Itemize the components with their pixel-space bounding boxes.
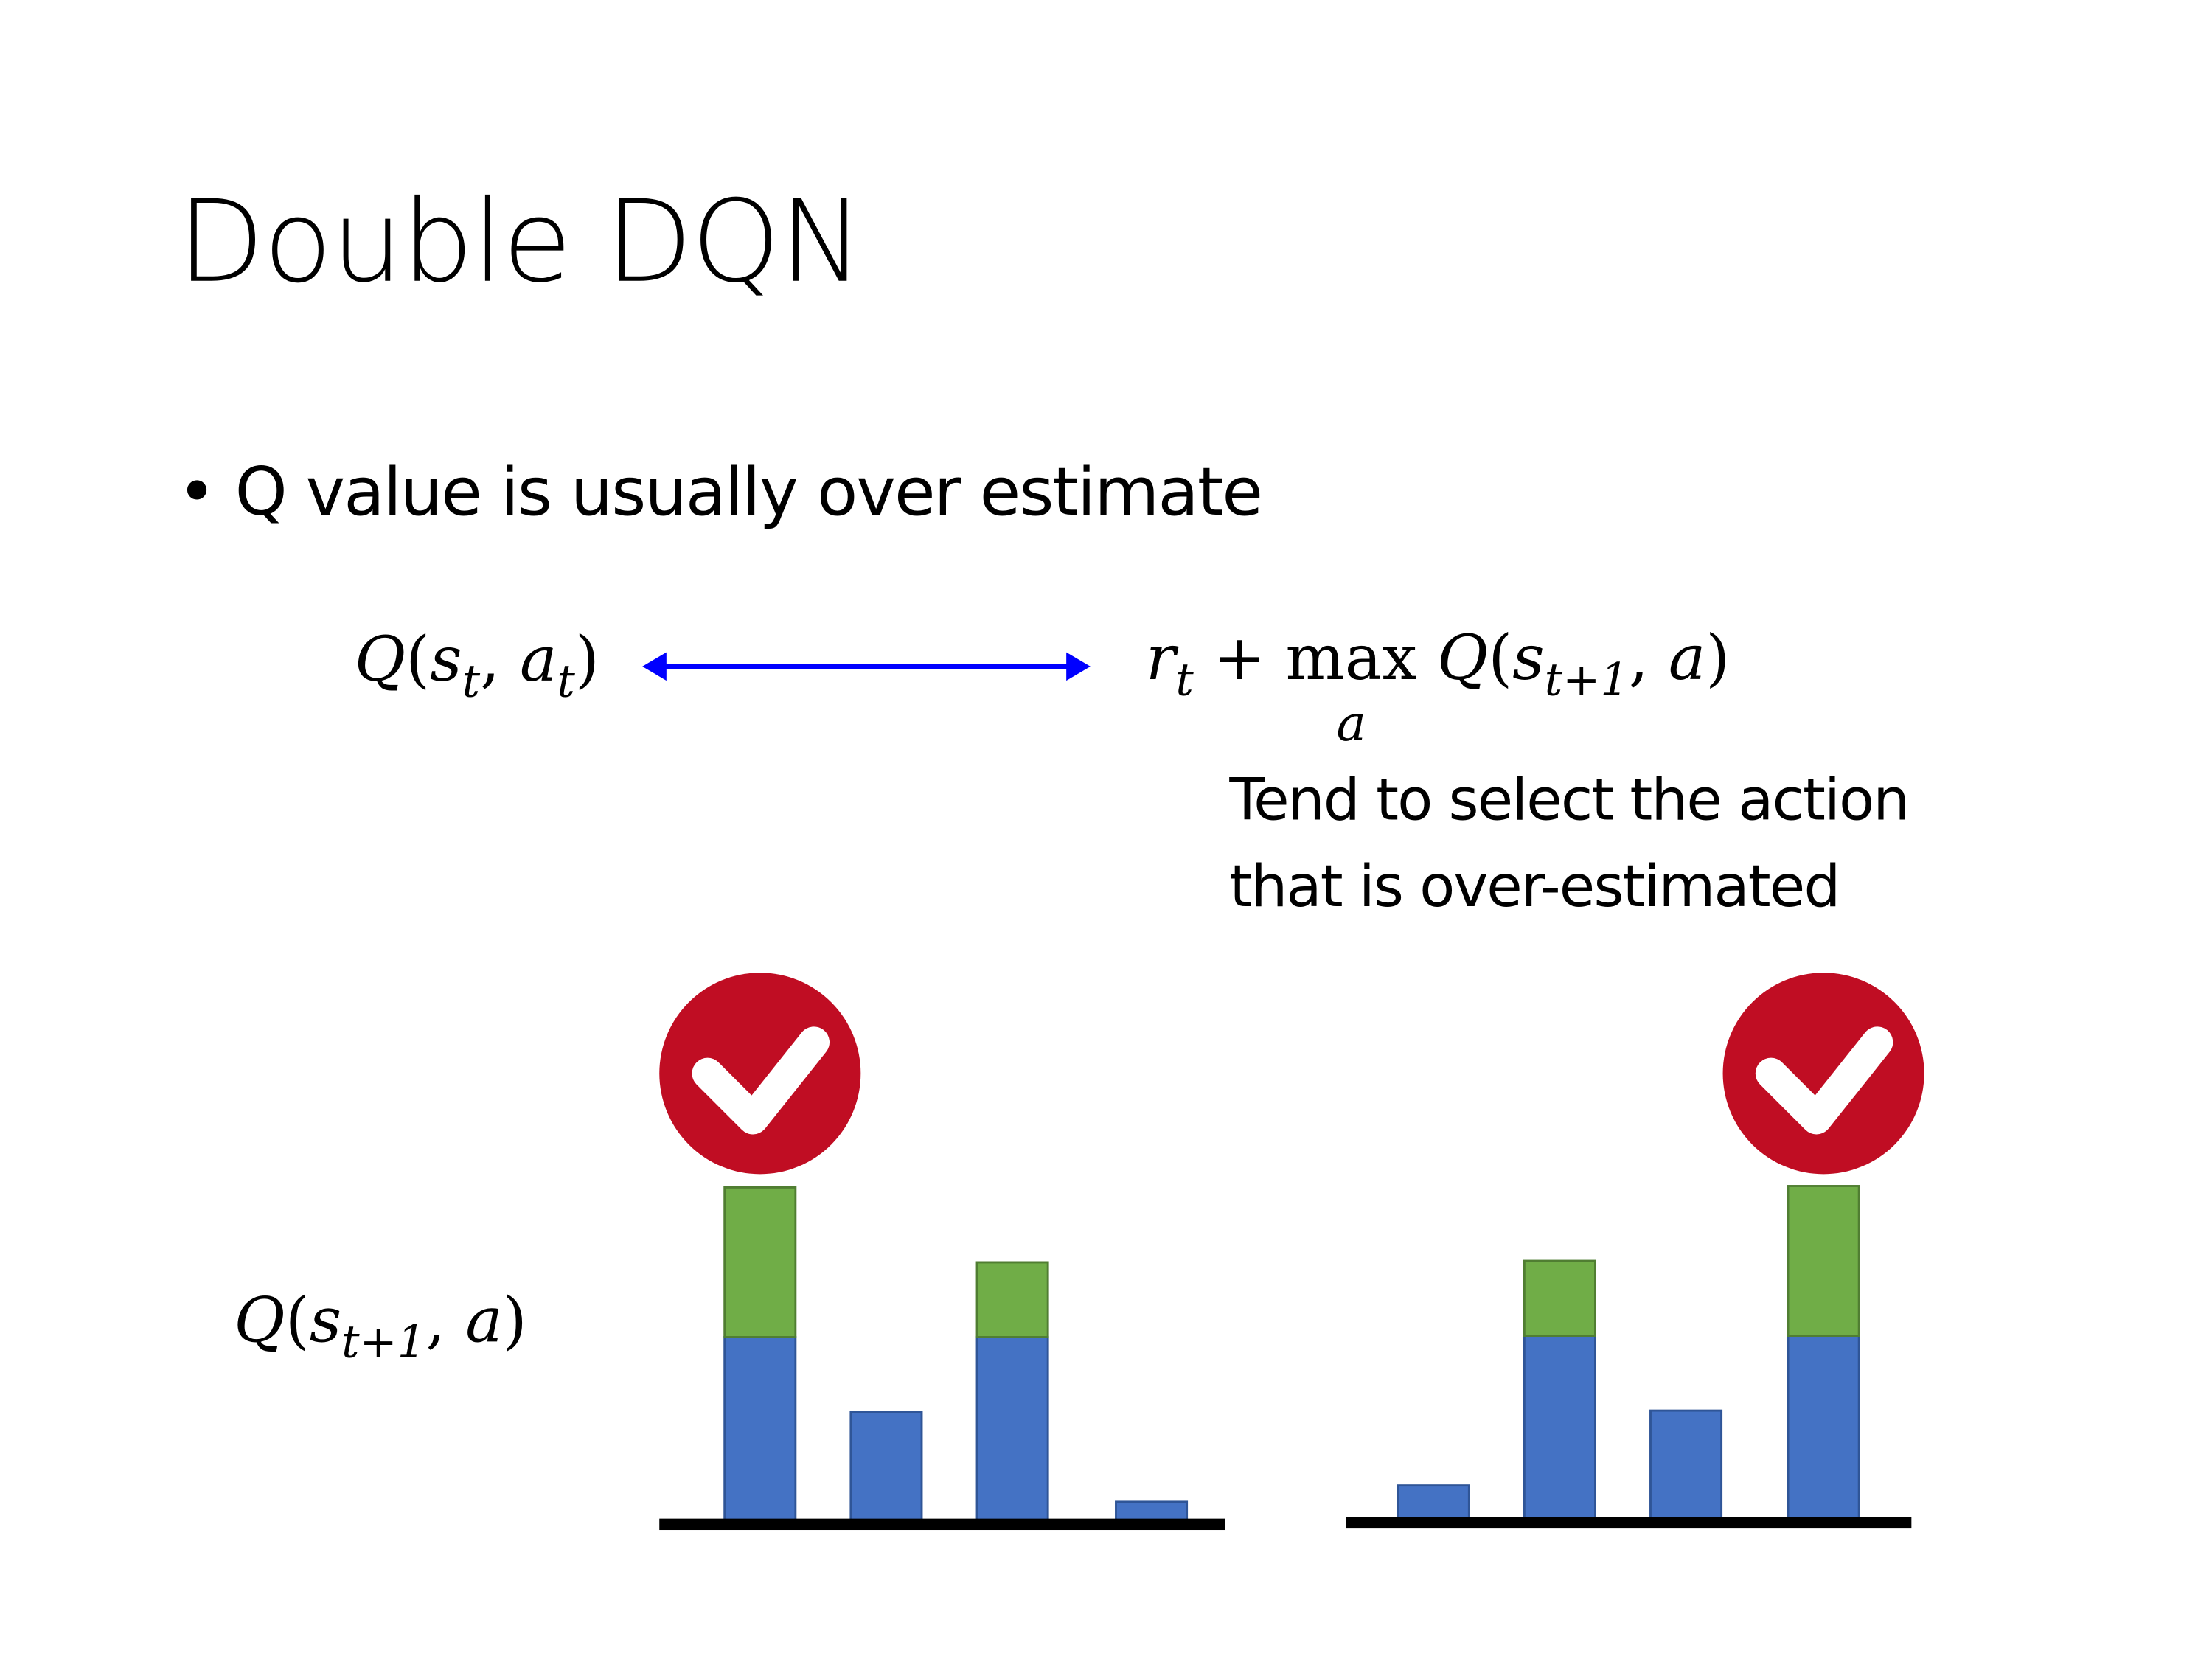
bullet-text: Q value is usually over estimate bbox=[234, 453, 1263, 532]
q-symbol: Q bbox=[1436, 622, 1489, 695]
state-symbol: s bbox=[309, 1284, 342, 1357]
bar-q-value-a2 bbox=[849, 1411, 923, 1526]
state-symbol: s bbox=[1512, 622, 1545, 695]
note-line-1: Tend to select the action bbox=[1229, 765, 1910, 834]
action-symbol: a bbox=[465, 1284, 503, 1357]
double-arrow bbox=[642, 652, 1091, 681]
bar-q-value-a3 bbox=[1649, 1409, 1723, 1524]
slide-title: Double DQN bbox=[177, 175, 863, 308]
bar-q-value-a3 bbox=[975, 1336, 1049, 1526]
note-line-2: that is over-estimated bbox=[1229, 852, 1840, 921]
action-symbol: a bbox=[1668, 622, 1706, 695]
subscript: t+1 bbox=[1544, 655, 1630, 706]
max-text: max bbox=[1285, 622, 1417, 695]
max-subscript: a bbox=[1336, 694, 1366, 753]
plus: + bbox=[1193, 622, 1286, 695]
bar-q-value-a2 bbox=[1523, 1335, 1596, 1524]
comma: , bbox=[1629, 622, 1649, 695]
state-symbol: s bbox=[430, 624, 462, 697]
bar-q-value-a4 bbox=[1787, 1335, 1860, 1524]
bullet-item: • Q value is usually over estimate bbox=[177, 453, 1263, 532]
bar-overestimate-a3 bbox=[975, 1261, 1049, 1338]
max-operator: max a bbox=[1285, 622, 1417, 753]
subscript: t bbox=[557, 656, 575, 708]
check-icon-circle bbox=[659, 973, 861, 1175]
check-mark bbox=[692, 1026, 830, 1135]
q-symbol: Q bbox=[354, 624, 406, 697]
bar-overestimate-a1 bbox=[723, 1186, 797, 1338]
check-icon-circle bbox=[1722, 973, 1924, 1175]
comma: , bbox=[425, 1284, 446, 1357]
chart-baseline bbox=[659, 1518, 1225, 1531]
paren: ( bbox=[285, 1284, 310, 1357]
formula-target: rt + max a Q(st+1, a) bbox=[1145, 622, 1731, 753]
q-next-label: Q(st+1, a) bbox=[234, 1284, 526, 1366]
action-symbol: a bbox=[519, 624, 557, 697]
paren: ) bbox=[574, 624, 599, 697]
paren: ( bbox=[1488, 622, 1513, 695]
check-icon bbox=[1722, 973, 1924, 1175]
q-value-chart-2 bbox=[1346, 973, 1924, 1529]
q-symbol: Q bbox=[234, 1284, 285, 1357]
q-value-chart-1 bbox=[659, 973, 1225, 1531]
bullet-marker: • bbox=[177, 453, 216, 532]
paren: ) bbox=[1705, 622, 1731, 695]
reward-symbol: r bbox=[1145, 622, 1176, 695]
subscript: t bbox=[462, 656, 481, 708]
subscript: t+1 bbox=[341, 1317, 426, 1368]
bar-overestimate-a2 bbox=[1523, 1259, 1596, 1338]
subscript: t bbox=[1175, 655, 1194, 706]
comma: , bbox=[480, 624, 501, 697]
bar-overestimate-a4 bbox=[1787, 1185, 1860, 1338]
chart-baseline bbox=[1346, 1517, 1912, 1529]
paren: ) bbox=[502, 1284, 527, 1357]
bar-q-value-a1 bbox=[723, 1336, 797, 1526]
paren: ( bbox=[406, 624, 431, 697]
check-mark bbox=[1755, 1026, 1893, 1135]
arrow-head-right bbox=[1066, 652, 1091, 681]
arrow-head-left bbox=[642, 652, 667, 681]
formula-q-current: Q(st, at) bbox=[355, 624, 599, 706]
check-icon bbox=[659, 973, 861, 1175]
